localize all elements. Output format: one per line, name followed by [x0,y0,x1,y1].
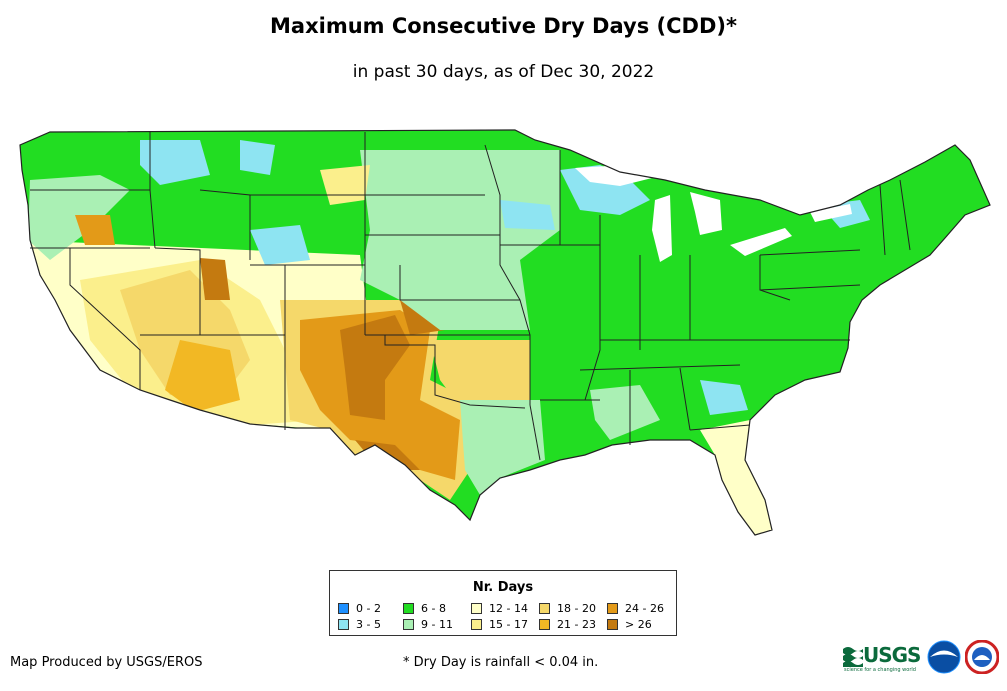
lake-michigan [652,195,672,262]
usgs-wave-icon [843,647,863,667]
region-mn-3-5 [560,165,650,215]
lake-erie [730,228,792,256]
region-mt-3-5-a [140,140,210,185]
cdd-map [19,129,991,536]
lake-superior [575,164,660,186]
region-etx-9-11 [460,400,545,495]
region-ga-3-5 [700,380,748,415]
region-mt-3-5-b [240,140,275,175]
legend-label: 9 - 11 [421,618,453,631]
credit-text: Map Produced by USGS/EROS [10,655,203,670]
region-sd-3-5 [500,200,555,230]
legend-swatch [471,619,482,630]
ne-ks-border [399,265,520,301]
legend-label: 18 - 20 [557,602,596,615]
usgs-logo: USGS science for a changing world [843,641,921,673]
legend-swatch [338,619,349,630]
legend-label: 21 - 23 [557,618,596,631]
noaa-logo [927,640,961,674]
legend-label: 6 - 8 [421,602,446,615]
cdd-raster [20,130,990,535]
legend-swatch [338,603,349,614]
lake-huron [690,192,722,235]
region-or-24-26 [75,215,115,245]
nv-ut-border [154,247,201,335]
region-co-3-5 [250,225,310,265]
mississippi-line [584,215,601,401]
ar-la-border [529,404,541,461]
map-subtitle: in past 30 days, as of Dec 30, 2022 [352,62,655,82]
legend-swatch [607,619,618,630]
legend-label: 0 - 2 [356,602,381,615]
ok-tx-border [384,335,526,409]
legend-swatch [539,603,550,614]
region-ut-gt26 [200,258,230,300]
mn-ia-mo-west-border [484,144,531,405]
al-ga-border [679,367,691,431]
legend-swatch [471,603,482,614]
lake-ontario [810,204,852,222]
ny-pa-border [759,249,861,256]
state-boundaries [19,129,991,536]
legend-title: Nr. Days [472,580,534,595]
legend-swatch [403,603,414,614]
usgs-wordmark: USGS [863,643,921,667]
region-az-21-23 [165,340,240,412]
great-lakes [575,164,852,262]
ga-fl-border [689,424,751,431]
legend-label: 3 - 5 [356,618,381,631]
usgs-tagline: science for a changing world [844,667,916,673]
region-nm-gt26 [340,315,410,420]
id-west-border [149,132,156,249]
legend-label: 24 - 26 [625,602,664,615]
legend-label: > 26 [625,618,652,631]
agency-logos: USGS science for a changing world [843,637,1003,677]
nh-me-border [899,179,911,251]
legend: Nr. Days 0 - 2 3 - 5 6 - 8 9 - 11 12 - 14 15 … [329,570,677,636]
legend-swatch [403,619,414,630]
us-outline [19,129,991,536]
map-title: Maximum Consecutive Dry Days (CDD)* [270,14,737,38]
footnote: * Dry Day is rainfall < 0.04 in. [403,655,599,670]
vt-nh-border [879,184,886,256]
pa-south-border [759,284,861,291]
region-florida-12-14 [700,420,772,535]
legend-label: 12 - 14 [489,602,528,615]
tn-south-border [579,364,741,371]
region-se-9-11 [590,385,660,440]
legend-label: 15 - 17 [489,618,528,631]
ca-nv-border [69,248,141,390]
nws-logo [965,640,999,674]
legend-swatch [539,619,550,630]
legend-swatch [607,603,618,614]
